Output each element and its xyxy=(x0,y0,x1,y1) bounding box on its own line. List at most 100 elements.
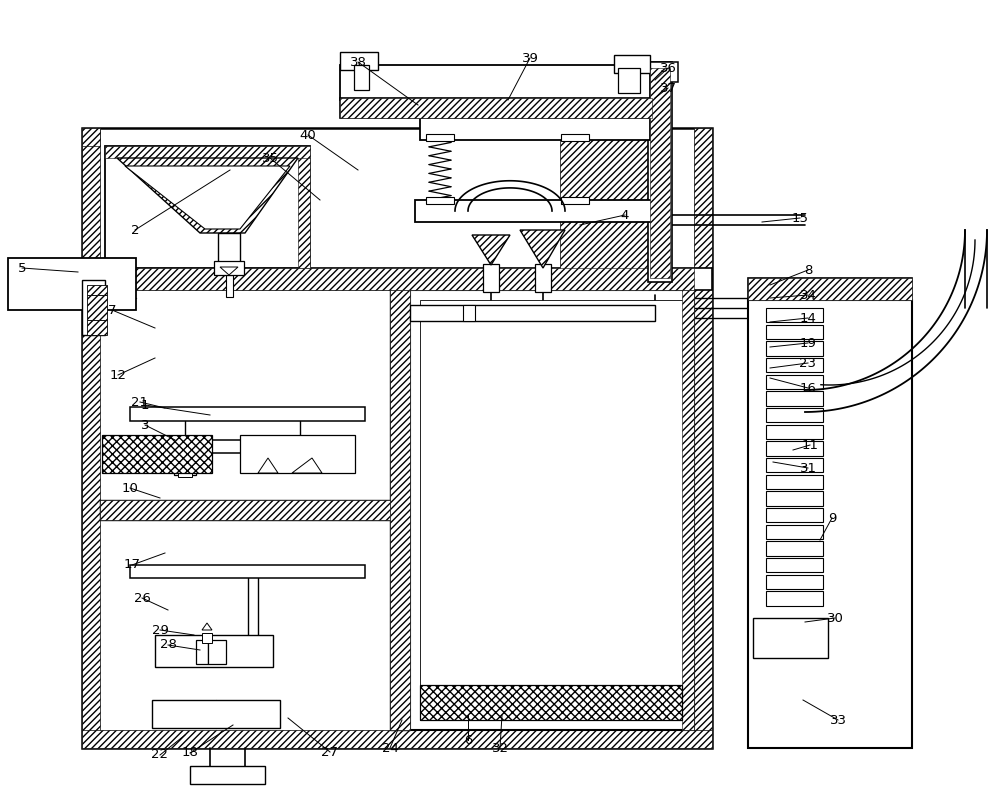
Text: 3: 3 xyxy=(141,418,149,432)
Polygon shape xyxy=(100,268,694,290)
Bar xyxy=(648,62,672,282)
Polygon shape xyxy=(82,730,712,748)
Bar xyxy=(748,300,912,748)
Polygon shape xyxy=(472,235,510,265)
Polygon shape xyxy=(117,158,298,233)
Text: 7: 7 xyxy=(108,303,116,317)
Text: 17: 17 xyxy=(124,559,140,571)
Bar xyxy=(202,633,212,643)
Bar xyxy=(614,55,650,73)
Bar xyxy=(152,700,280,728)
Text: 37: 37 xyxy=(660,81,676,95)
Polygon shape xyxy=(220,267,238,275)
Polygon shape xyxy=(82,128,100,146)
Bar xyxy=(102,435,212,473)
Polygon shape xyxy=(202,623,212,630)
Text: 10: 10 xyxy=(122,481,138,495)
Bar xyxy=(766,541,823,556)
Bar xyxy=(463,305,475,321)
Polygon shape xyxy=(258,458,278,473)
Bar xyxy=(240,435,355,473)
Polygon shape xyxy=(298,146,310,268)
Bar xyxy=(130,565,365,578)
Polygon shape xyxy=(292,458,322,473)
Polygon shape xyxy=(682,290,694,730)
Polygon shape xyxy=(694,128,712,748)
Text: 36: 36 xyxy=(660,61,676,75)
Bar xyxy=(410,290,694,730)
Bar xyxy=(561,134,589,141)
Text: 15: 15 xyxy=(792,211,808,225)
Text: 22: 22 xyxy=(152,749,168,761)
Polygon shape xyxy=(748,278,912,300)
Polygon shape xyxy=(560,118,652,290)
Polygon shape xyxy=(125,166,290,229)
Bar xyxy=(766,358,823,372)
Polygon shape xyxy=(650,68,670,278)
Text: 34: 34 xyxy=(800,288,816,302)
Polygon shape xyxy=(87,285,107,295)
Bar xyxy=(420,300,684,720)
Bar xyxy=(766,308,823,322)
Bar xyxy=(178,462,192,477)
Bar xyxy=(420,685,682,720)
Bar xyxy=(766,408,823,422)
Bar xyxy=(105,146,310,268)
Bar xyxy=(535,264,551,292)
Bar xyxy=(390,290,410,730)
Polygon shape xyxy=(87,295,107,320)
Bar xyxy=(420,118,650,140)
Bar xyxy=(426,134,454,141)
Bar xyxy=(766,508,823,522)
Bar xyxy=(766,374,823,388)
Bar xyxy=(748,278,912,300)
Text: 11: 11 xyxy=(802,438,818,452)
Text: 29: 29 xyxy=(152,623,168,637)
Bar xyxy=(766,574,823,589)
Bar xyxy=(618,68,640,93)
Bar xyxy=(766,325,823,339)
Text: 24: 24 xyxy=(382,742,398,754)
Text: 19: 19 xyxy=(800,336,816,350)
Text: 23: 23 xyxy=(800,356,816,370)
Bar xyxy=(766,591,823,605)
Bar xyxy=(766,492,823,505)
Bar xyxy=(82,280,105,335)
Bar xyxy=(561,197,589,204)
Bar xyxy=(766,425,823,439)
Polygon shape xyxy=(82,128,100,748)
Text: 30: 30 xyxy=(827,611,843,625)
Bar xyxy=(340,52,378,70)
Polygon shape xyxy=(390,290,410,730)
Bar xyxy=(190,766,265,784)
Text: 6: 6 xyxy=(464,734,472,746)
Bar xyxy=(8,258,136,310)
Polygon shape xyxy=(340,98,652,118)
Bar xyxy=(766,558,823,572)
Bar xyxy=(155,635,273,667)
Polygon shape xyxy=(87,320,107,335)
Bar xyxy=(226,275,233,297)
Text: 8: 8 xyxy=(804,263,812,277)
Bar xyxy=(208,640,226,664)
Bar xyxy=(340,65,650,100)
Polygon shape xyxy=(105,146,310,158)
Bar xyxy=(82,128,712,748)
Text: 28: 28 xyxy=(160,638,176,652)
Bar xyxy=(766,458,823,472)
Text: 27: 27 xyxy=(322,745,338,759)
Text: 26: 26 xyxy=(134,592,150,604)
Bar xyxy=(766,341,823,355)
Text: 40: 40 xyxy=(300,128,316,142)
Bar xyxy=(218,233,240,265)
Bar xyxy=(340,98,652,118)
Text: 16: 16 xyxy=(800,381,816,395)
Polygon shape xyxy=(520,230,565,268)
Text: 14: 14 xyxy=(800,311,816,325)
Text: 33: 33 xyxy=(830,713,846,727)
Text: 1: 1 xyxy=(141,399,149,411)
Text: 2: 2 xyxy=(131,224,139,236)
Text: 39: 39 xyxy=(522,51,538,65)
Text: 5: 5 xyxy=(18,262,26,274)
Text: 31: 31 xyxy=(800,462,816,474)
